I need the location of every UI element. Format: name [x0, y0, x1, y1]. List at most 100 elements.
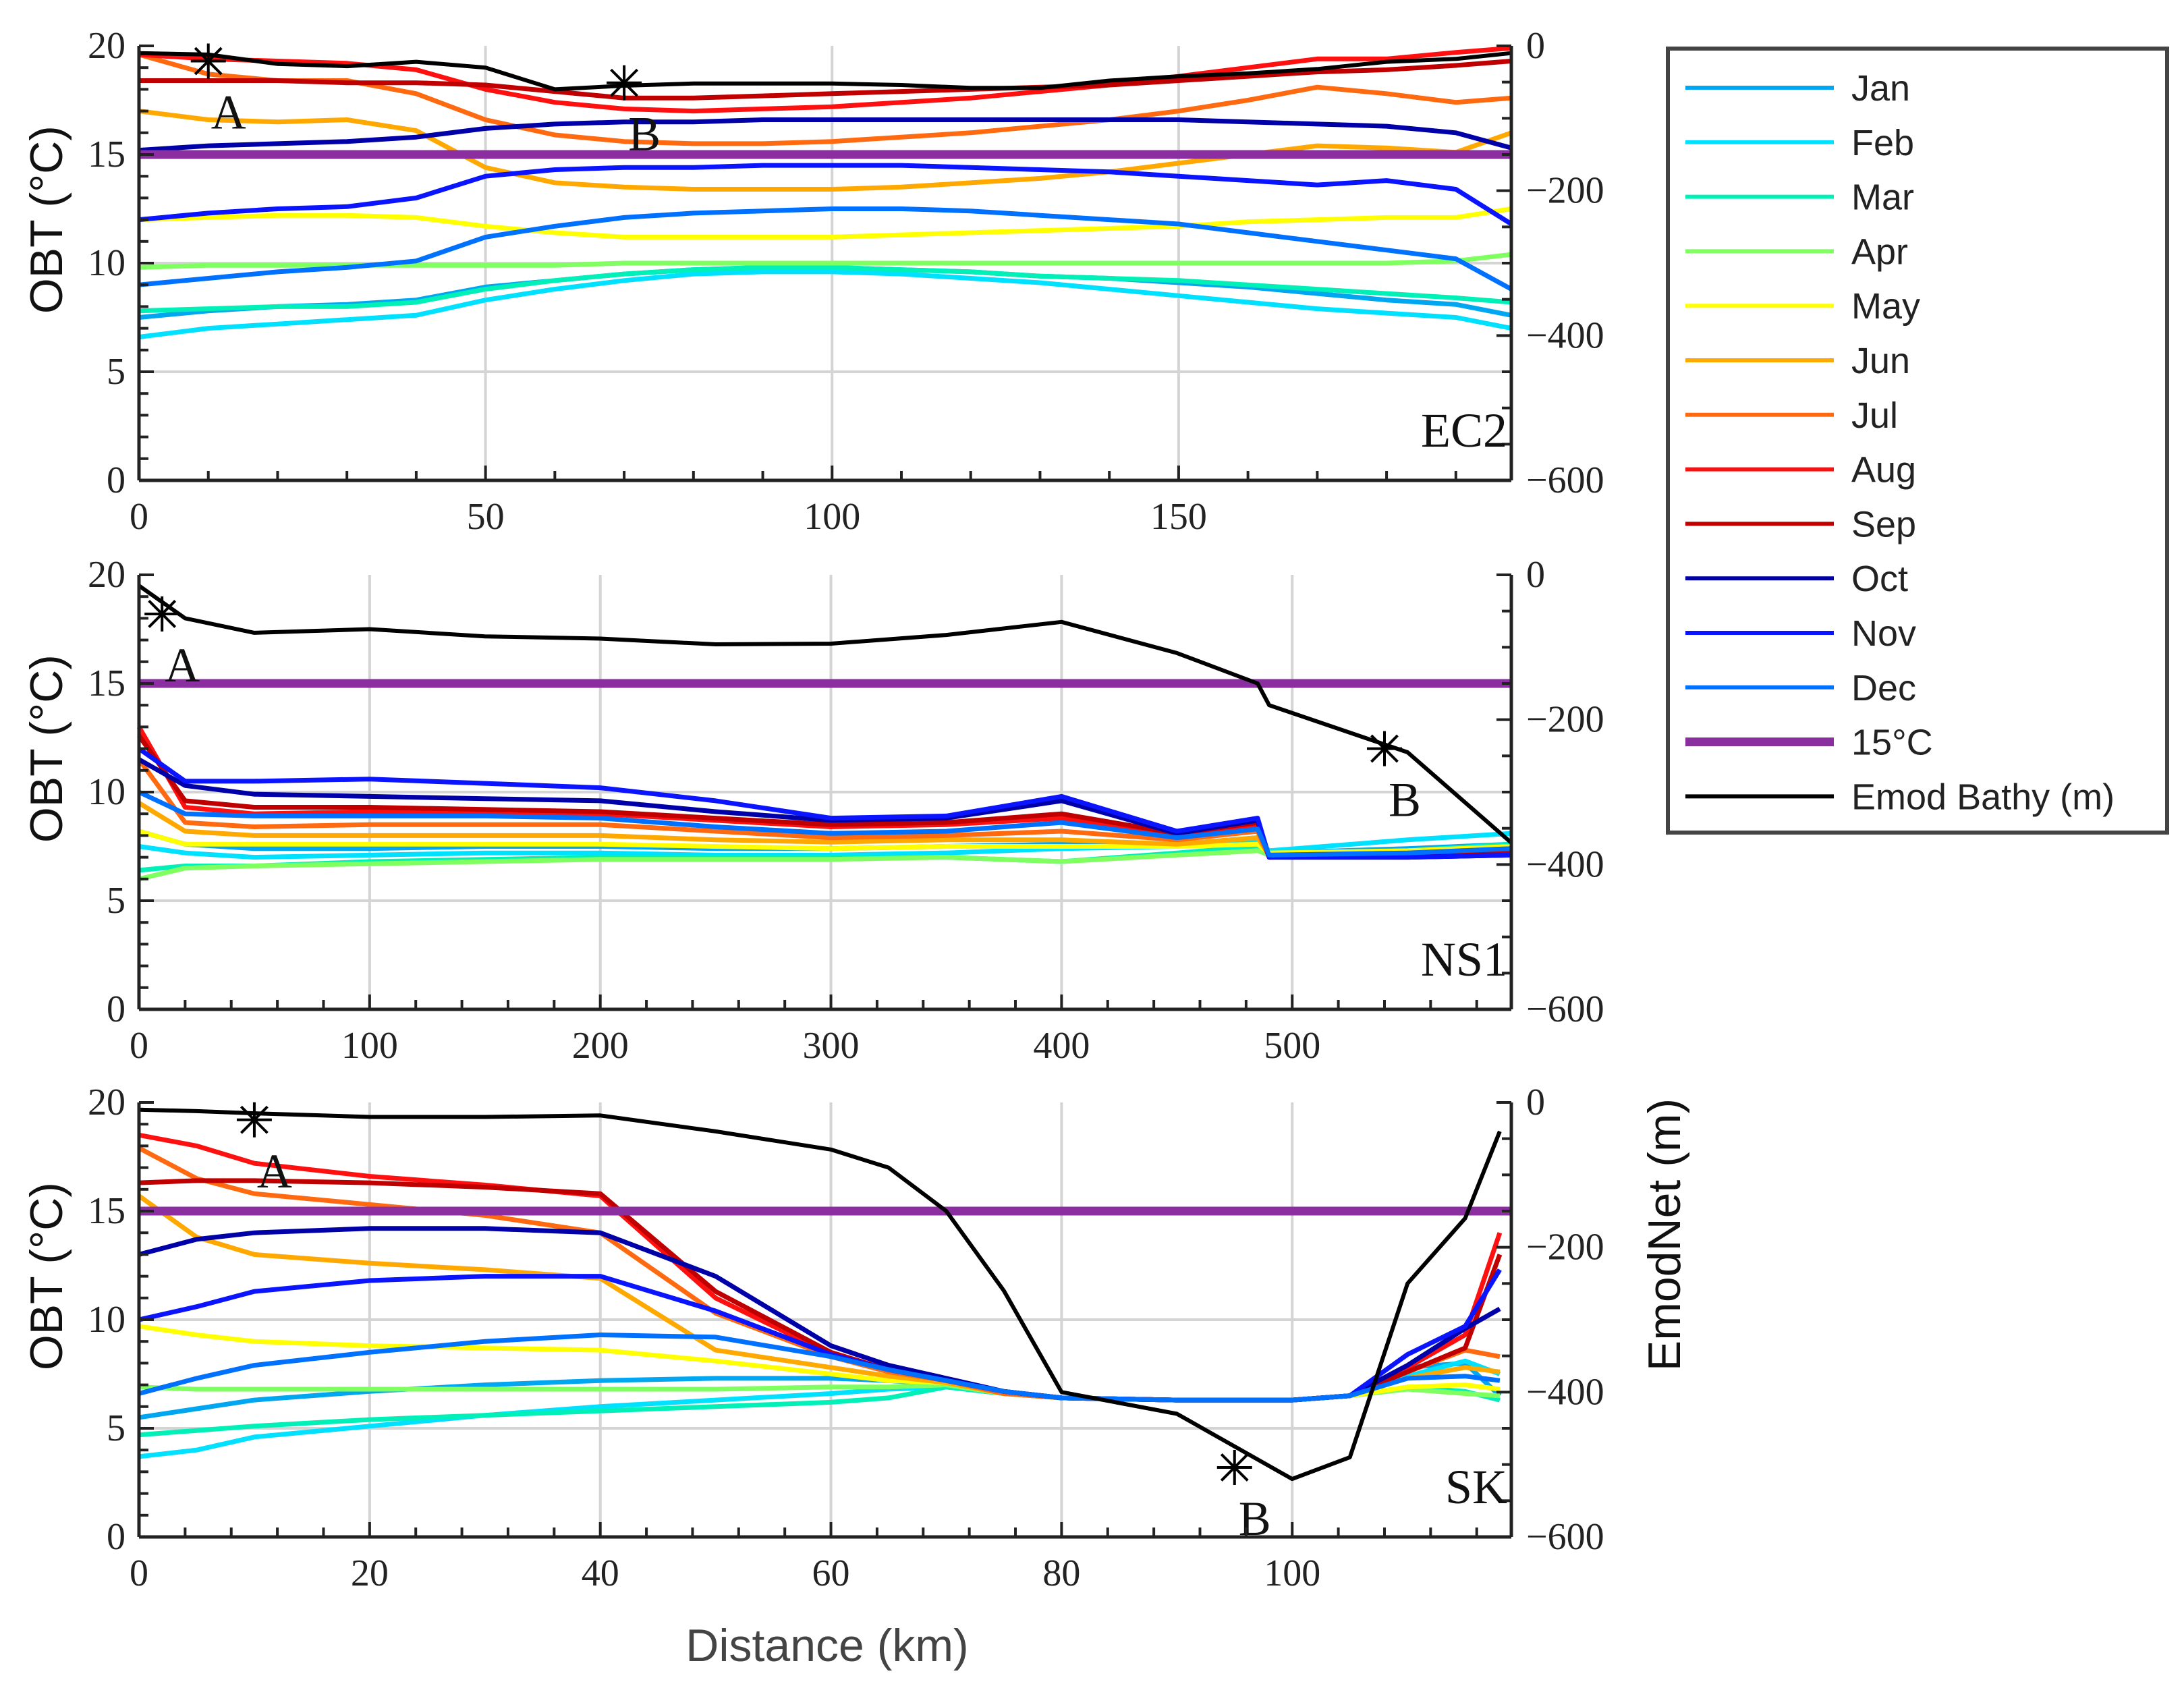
legend-label: Apr — [1851, 231, 1908, 272]
y-right-tick-label: 0 — [1526, 554, 1545, 596]
y-axis-label-left: OBT (°C) — [21, 125, 72, 314]
legend-label: May — [1851, 286, 1920, 327]
series-jun — [138, 109, 1513, 192]
marker-star-stroke — [610, 68, 639, 97]
marker-star-stroke — [1370, 734, 1399, 763]
x-tick-label: 200 — [572, 1025, 629, 1067]
series-bathymetry — [138, 51, 1512, 92]
series-dec — [138, 206, 1513, 291]
y-tick-label: 10 — [88, 242, 125, 284]
y-tick-label: 10 — [88, 1299, 125, 1341]
series-jul — [138, 1146, 1501, 1403]
marker-star-stroke — [194, 47, 223, 76]
panel-ec2: A B 0 50 100 150 0 5 10 15 20 −600 −400 −200 0 OBT (°C)… — [21, 25, 1604, 538]
legend-item: 15°C — [1685, 723, 1933, 763]
y-right-tick-label: −200 — [1526, 1227, 1604, 1268]
y-axis-label-left: OBT (°C) — [21, 1182, 72, 1370]
legend-item: May — [1685, 286, 1920, 327]
y-right-tick-label: −600 — [1526, 459, 1604, 501]
x-tick-label: 50 — [467, 496, 505, 538]
legend-item: Mar — [1685, 177, 1914, 218]
legend-item: Feb — [1685, 123, 1914, 163]
x-tick-label: 100 — [341, 1025, 398, 1067]
y-tick-label: 10 — [88, 771, 125, 813]
marker-star-stroke — [148, 600, 177, 628]
legend-label: Aug — [1851, 450, 1916, 490]
legend-item: Apr — [1685, 231, 1908, 272]
panel-label: EC2 — [1421, 403, 1507, 457]
y-tick-label: 5 — [107, 351, 125, 393]
marker-a: A — [236, 1102, 292, 1198]
y-right-tick-label: 0 — [1526, 25, 1545, 67]
y-right-tick-label: −400 — [1526, 314, 1604, 356]
x-tick-label: 80 — [1042, 1552, 1080, 1594]
series-nov — [138, 163, 1513, 226]
y-tick-label: 20 — [88, 25, 125, 67]
marker-label: A — [257, 1144, 292, 1198]
y-axis-label-right: EmodNet (m) — [1639, 1098, 1690, 1371]
legend-label: Nov — [1851, 613, 1916, 654]
y-tick-label: 15 — [88, 134, 125, 175]
legend-item: Aug — [1685, 450, 1916, 490]
x-tick-label: 0 — [130, 496, 148, 538]
y-tick-label: 0 — [107, 1516, 125, 1558]
marker-label: A — [211, 86, 246, 140]
marker-star-stroke — [240, 1105, 269, 1134]
x-axis-label: Distance (km) — [685, 1620, 968, 1671]
legend: Jan Feb Mar Apr May Jun Jul Aug Sep Oct Nov Dec 15°C… — [1666, 47, 2169, 835]
series-sep — [139, 59, 1512, 101]
legend-box — [1666, 47, 2169, 835]
marker-label: B — [628, 107, 661, 161]
legend-item: Emod Bathy (m) — [1685, 777, 2115, 817]
x-tick-label: 60 — [812, 1552, 850, 1594]
series-dec — [138, 1333, 1501, 1403]
y-axis-label-left: OBT (°C) — [21, 654, 72, 843]
x-tick-label: 20 — [351, 1552, 389, 1594]
series-jun — [137, 1194, 1501, 1403]
marker-star-stroke — [1220, 1453, 1249, 1482]
panel-label: SK — [1445, 1460, 1507, 1514]
y-tick-label: 0 — [107, 459, 125, 501]
legend-item: Jan — [1685, 68, 1910, 109]
legend-label: 15°C — [1851, 723, 1933, 763]
y-tick-label: 15 — [88, 1190, 125, 1232]
legend-item: Sep — [1685, 504, 1916, 544]
marker-a: A — [190, 43, 246, 140]
y-tick-label: 5 — [107, 1407, 125, 1449]
y-tick-label: 20 — [88, 554, 125, 596]
y-right-tick-label: −200 — [1526, 170, 1604, 212]
y-right-tick-label: −200 — [1526, 699, 1604, 741]
x-tick-label: 300 — [803, 1025, 860, 1067]
y-right-tick-label: −600 — [1526, 988, 1604, 1030]
y-right-tick-label: −400 — [1526, 1371, 1604, 1413]
legend-item: Dec — [1685, 668, 1916, 708]
panel-label: NS1 — [1421, 932, 1507, 986]
x-tick-label: 400 — [1033, 1025, 1090, 1067]
y-right-tick-label: −600 — [1526, 1516, 1604, 1558]
legend-label: Emod Bathy (m) — [1851, 777, 2115, 817]
series-feb — [138, 269, 1512, 339]
y-tick-label: 15 — [88, 663, 125, 704]
y-tick-label: 0 — [107, 988, 125, 1030]
legend-label: Oct — [1851, 559, 1908, 599]
legend-item: Nov — [1685, 613, 1916, 654]
legend-label: Mar — [1851, 177, 1914, 218]
series-aug — [138, 1132, 1503, 1403]
marker-label: A — [165, 638, 200, 692]
marker-a: A — [144, 596, 200, 692]
x-tick-label: 40 — [582, 1552, 619, 1594]
series-feb — [138, 1358, 1501, 1459]
legend-label: Feb — [1851, 123, 1914, 163]
series-bathymetry — [138, 584, 1513, 845]
y-right-tick-label: 0 — [1526, 1082, 1545, 1123]
series-oct — [138, 117, 1512, 153]
legend-label: Dec — [1851, 668, 1916, 708]
series-may — [138, 206, 1512, 240]
legend-label: Jun — [1851, 341, 1910, 381]
y-right-tick-label: −400 — [1526, 843, 1604, 885]
y-tick-label: 5 — [107, 880, 125, 922]
y-tick-label: 20 — [88, 1082, 125, 1123]
marker-b: B — [1366, 731, 1421, 827]
